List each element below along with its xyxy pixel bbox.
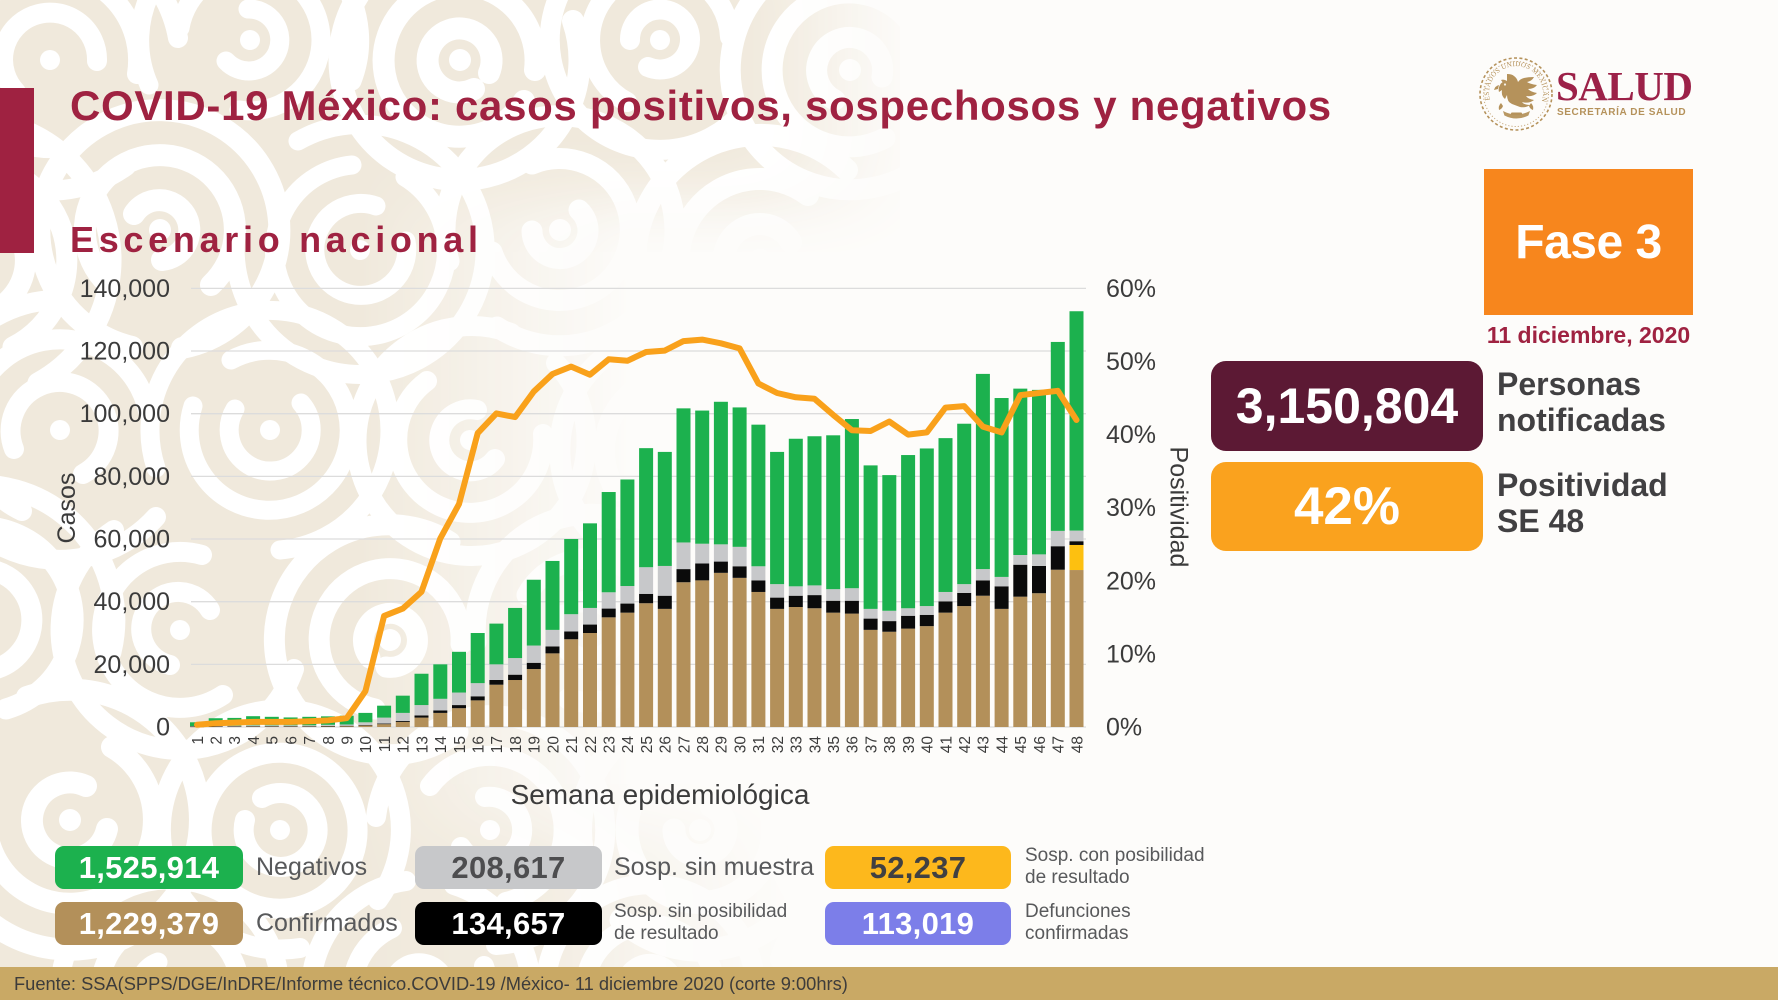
svg-text:16: 16: [471, 736, 488, 753]
svg-text:5: 5: [265, 736, 282, 745]
svg-text:0: 0: [156, 714, 170, 742]
svg-text:38: 38: [882, 736, 899, 753]
svg-text:34: 34: [807, 736, 824, 754]
svg-text:46: 46: [1032, 736, 1049, 753]
svg-text:20: 20: [545, 736, 562, 754]
svg-text:24: 24: [620, 736, 637, 754]
svg-text:Semana epidemiológica: Semana epidemiológica: [511, 779, 810, 810]
svg-text:60,000: 60,000: [94, 526, 170, 554]
svg-text:13: 13: [414, 736, 431, 753]
svg-text:45: 45: [1013, 736, 1030, 753]
svg-text:18: 18: [508, 736, 525, 753]
svg-text:80,000: 80,000: [94, 463, 170, 491]
svg-text:32: 32: [770, 736, 787, 753]
svg-text:43: 43: [976, 736, 993, 753]
svg-text:47: 47: [1051, 736, 1068, 753]
svg-text:50%: 50%: [1106, 348, 1156, 376]
svg-text:33: 33: [789, 736, 806, 753]
svg-text:60%: 60%: [1106, 275, 1156, 303]
svg-text:40: 40: [920, 736, 937, 754]
svg-text:1: 1: [190, 736, 207, 745]
svg-text:120,000: 120,000: [80, 338, 170, 366]
svg-text:Casos: Casos: [53, 473, 81, 544]
svg-text:9: 9: [340, 736, 357, 745]
svg-text:20%: 20%: [1106, 567, 1156, 595]
svg-text:27: 27: [676, 736, 693, 753]
svg-text:31: 31: [751, 736, 768, 753]
svg-text:41: 41: [938, 736, 955, 753]
svg-text:8: 8: [321, 736, 338, 745]
svg-text:3: 3: [227, 736, 244, 745]
svg-text:2: 2: [209, 736, 226, 745]
svg-text:42: 42: [957, 736, 974, 753]
svg-text:0%: 0%: [1106, 714, 1142, 742]
svg-text:30: 30: [732, 736, 749, 754]
svg-text:30%: 30%: [1106, 494, 1156, 522]
svg-text:14: 14: [433, 736, 450, 754]
svg-text:26: 26: [658, 736, 675, 753]
svg-text:28: 28: [695, 736, 712, 753]
svg-text:44: 44: [994, 736, 1011, 754]
svg-text:11: 11: [377, 736, 394, 752]
svg-text:35: 35: [826, 736, 843, 753]
svg-text:7: 7: [302, 736, 319, 745]
svg-text:22: 22: [583, 736, 600, 753]
svg-text:4: 4: [246, 736, 263, 745]
svg-text:100,000: 100,000: [80, 400, 170, 428]
svg-text:17: 17: [489, 736, 506, 753]
svg-text:29: 29: [714, 736, 731, 753]
svg-text:25: 25: [639, 736, 656, 753]
svg-text:6: 6: [283, 736, 300, 745]
svg-text:Positividad: Positividad: [1165, 447, 1193, 568]
svg-text:39: 39: [901, 736, 918, 753]
svg-text:15: 15: [452, 736, 469, 753]
svg-text:23: 23: [602, 736, 619, 753]
svg-text:19: 19: [527, 736, 544, 753]
svg-text:12: 12: [396, 736, 413, 753]
svg-text:48: 48: [1069, 736, 1086, 753]
svg-text:20,000: 20,000: [94, 651, 170, 679]
svg-text:37: 37: [863, 736, 880, 753]
svg-text:36: 36: [845, 736, 862, 753]
svg-text:40,000: 40,000: [94, 588, 170, 616]
svg-text:21: 21: [564, 736, 581, 753]
svg-text:40%: 40%: [1106, 421, 1156, 449]
svg-text:10%: 10%: [1106, 640, 1156, 668]
svg-text:140,000: 140,000: [80, 275, 170, 303]
svg-text:10: 10: [358, 736, 375, 754]
